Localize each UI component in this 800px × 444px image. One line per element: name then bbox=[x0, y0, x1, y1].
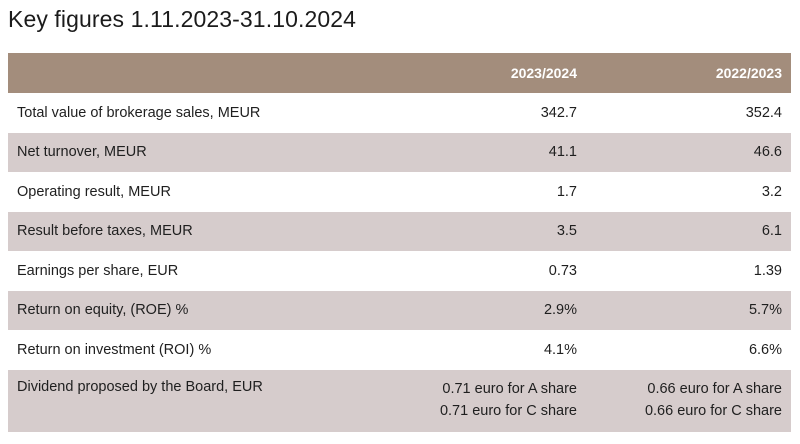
value-2022-2023: 6.1 bbox=[761, 223, 782, 240]
header-2023-2024: 2023/2024 bbox=[510, 65, 577, 81]
row-label: Return on investment (ROI) % bbox=[17, 341, 212, 358]
dividend-2023-2024-a-share: 0.71 euro for A share bbox=[442, 380, 577, 397]
value-2023-2024: 342.7 bbox=[540, 104, 577, 121]
table-row: Total value of brokerage sales, MEUR 342… bbox=[8, 93, 791, 133]
value-2023-2024: 1.7 bbox=[556, 183, 577, 200]
row-label: Earnings per share, EUR bbox=[17, 262, 179, 279]
table-row: Operating result, MEUR 1.7 3.2 bbox=[8, 172, 791, 212]
table-row: Net turnover, MEUR 41.1 46.6 bbox=[8, 132, 791, 172]
table-header-row: 2023/2024 2022/2023 bbox=[8, 53, 791, 93]
value-2023-2024: 3.5 bbox=[556, 223, 577, 240]
row-label: Operating result, MEUR bbox=[17, 183, 171, 200]
value-2022-2023: 352.4 bbox=[745, 104, 782, 121]
value-2022-2023: 5.7% bbox=[748, 302, 782, 319]
dividend-2023-2024-c-share: 0.71 euro for C share bbox=[439, 402, 577, 419]
value-2022-2023: 3.2 bbox=[761, 183, 782, 200]
dividend-2023-2024: 0.71 euro for A share 0.71 euro for C sh… bbox=[408, 370, 577, 422]
value-2023-2024: 0.73 bbox=[548, 262, 577, 279]
row-label: Net turnover, MEUR bbox=[17, 144, 147, 161]
dividend-2022-2023: 0.66 euro for A share 0.66 euro for C sh… bbox=[577, 370, 791, 422]
table-row: Result before taxes, MEUR 3.5 6.1 bbox=[8, 211, 791, 251]
row-label: Dividend proposed by the Board, EUR bbox=[17, 378, 263, 395]
header-2022-2023: 2022/2023 bbox=[715, 65, 782, 81]
key-figures-table: 2023/2024 2022/2023 Total value of broke… bbox=[8, 53, 791, 432]
value-2022-2023: 6.6% bbox=[748, 341, 782, 358]
value-2023-2024: 4.1% bbox=[543, 341, 577, 358]
table-row: Return on investment (ROI) % 4.1% 6.6% bbox=[8, 330, 791, 370]
table-row: Earnings per share, EUR 0.73 1.39 bbox=[8, 251, 791, 291]
value-2023-2024: 41.1 bbox=[548, 144, 577, 161]
dividend-row: Dividend proposed by the Board, EUR 0.71… bbox=[8, 369, 791, 432]
row-label: Total value of brokerage sales, MEUR bbox=[17, 104, 261, 121]
dividend-2022-2023-a-share: 0.66 euro for A share bbox=[647, 380, 782, 397]
row-label: Result before taxes, MEUR bbox=[17, 223, 193, 240]
value-2022-2023: 46.6 bbox=[753, 144, 782, 161]
page-title: Key figures 1.11.2023-31.10.2024 bbox=[8, 6, 357, 32]
row-label: Return on equity, (ROE) % bbox=[17, 302, 189, 319]
dividend-2022-2023-c-share: 0.66 euro for C share bbox=[644, 402, 782, 419]
value-2022-2023: 1.39 bbox=[753, 262, 782, 279]
value-2023-2024: 2.9% bbox=[543, 302, 577, 319]
table-row: Return on equity, (ROE) % 2.9% 5.7% bbox=[8, 290, 791, 330]
